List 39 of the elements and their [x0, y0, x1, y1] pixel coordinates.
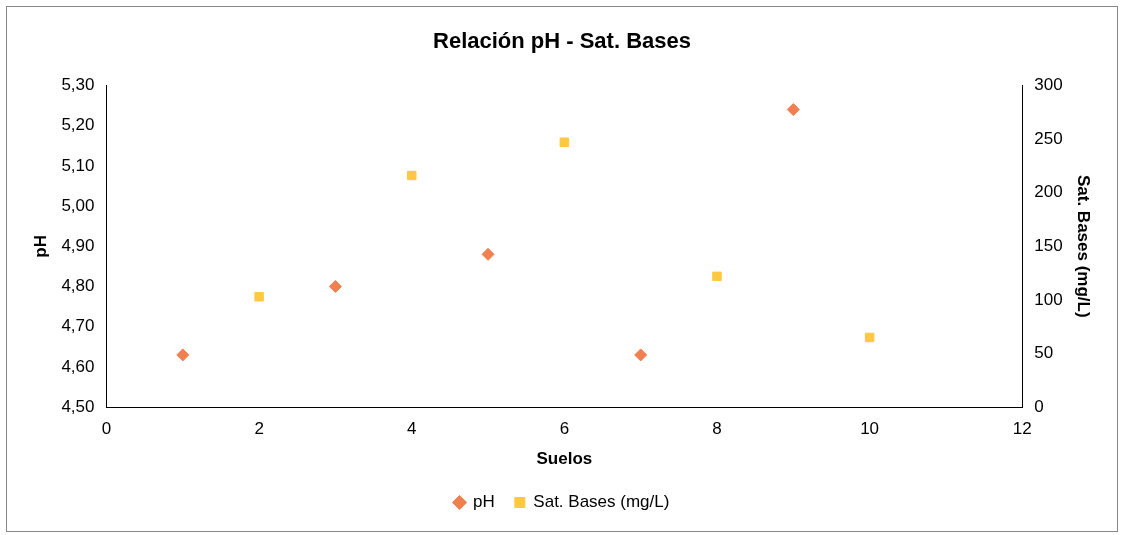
y-tick-label: 4,50	[61, 396, 95, 416]
y-tick-label: 4,60	[61, 356, 95, 376]
legend-label: pH	[473, 492, 495, 512]
x-tick-label: 4	[407, 419, 417, 439]
y2-tick-label: 300	[1034, 75, 1063, 95]
y-axis-title: pH	[30, 234, 50, 258]
y-tick-label: 5,20	[61, 115, 95, 135]
y2-axis-title: Sat. Bases (mg/L)	[1074, 174, 1094, 318]
point	[328, 280, 342, 294]
point	[481, 247, 495, 261]
y2-tick-label: 100	[1034, 289, 1063, 309]
point	[254, 291, 264, 302]
legend-label: Sat. Bases (mg/L)	[533, 492, 670, 512]
x-tick-label: 8	[712, 419, 722, 439]
point	[634, 348, 648, 362]
point	[786, 103, 800, 117]
point	[712, 271, 722, 282]
point	[176, 348, 190, 362]
y-tick-label: 4,70	[61, 316, 95, 336]
y-tick-label: 5,00	[61, 195, 95, 215]
y2-tick-label: 150	[1034, 235, 1063, 255]
y2-tick-label: 50	[1034, 343, 1054, 363]
x-axis-title: Suelos	[536, 449, 593, 469]
chart-title: Relación pH - Sat. Bases	[433, 28, 691, 54]
x-tick-label: 2	[254, 419, 264, 439]
y2-tick-label: 200	[1034, 182, 1063, 202]
y-tick-label: 4,90	[61, 235, 95, 255]
x-tick-label: 10	[860, 419, 880, 439]
y2-tick-label: 250	[1034, 128, 1063, 148]
point	[559, 137, 570, 147]
point	[864, 332, 875, 343]
y-tick-label: 5,30	[61, 75, 95, 95]
x-tick-label: 12	[1012, 419, 1032, 439]
y-tick-label: 4,80	[61, 276, 95, 296]
y2-tick-label: 0	[1034, 396, 1044, 416]
x-tick-label: 6	[559, 419, 570, 439]
point	[406, 170, 417, 181]
x-tick-label: 0	[101, 419, 112, 439]
y-tick-label: 5,10	[61, 155, 95, 175]
